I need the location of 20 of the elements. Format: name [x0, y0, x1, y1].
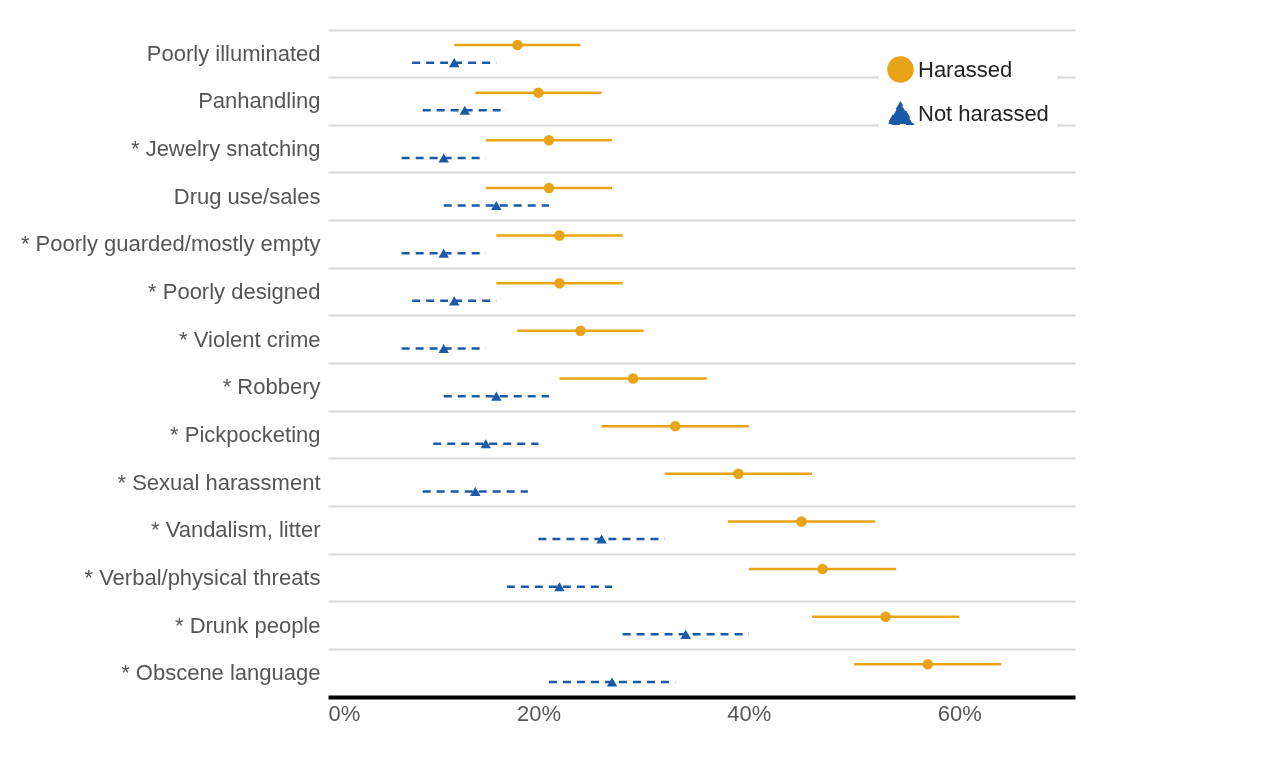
- legend-label: Harassed: [918, 56, 1013, 82]
- x-tick-label: 60%: [937, 700, 982, 726]
- y-tick-label: * Vandalism, litter: [150, 517, 321, 543]
- y-tick-label: * Poorly designed: [148, 279, 321, 305]
- x-tick-label: 20%: [516, 700, 561, 726]
- y-tick-label: * Robbery: [222, 374, 321, 400]
- y-tick-label: Drug use/sales: [173, 183, 321, 209]
- y-tick-label: * Obscene language: [121, 660, 321, 686]
- y-tick-label: Poorly illuminated: [146, 40, 321, 66]
- y-tick-label: * Jewelry snatching: [130, 136, 321, 162]
- y-tick-label: * Pickpocketing: [170, 421, 321, 447]
- y-tick-label: Panhandling: [198, 88, 321, 114]
- y-tick-label: * Sexual harassment: [117, 469, 321, 495]
- x-tick-label: 0%: [328, 700, 361, 726]
- y-tick-label: * Violent crime: [179, 326, 321, 352]
- y-tick-label: * Verbal/physical threats: [84, 564, 321, 590]
- x-tick-label: 40%: [727, 700, 772, 726]
- y-tick-label: * Poorly guarded/mostly empty: [20, 231, 321, 257]
- y-tick-label: * Drunk people: [174, 612, 321, 638]
- legend-label: Not harassed: [918, 100, 1049, 126]
